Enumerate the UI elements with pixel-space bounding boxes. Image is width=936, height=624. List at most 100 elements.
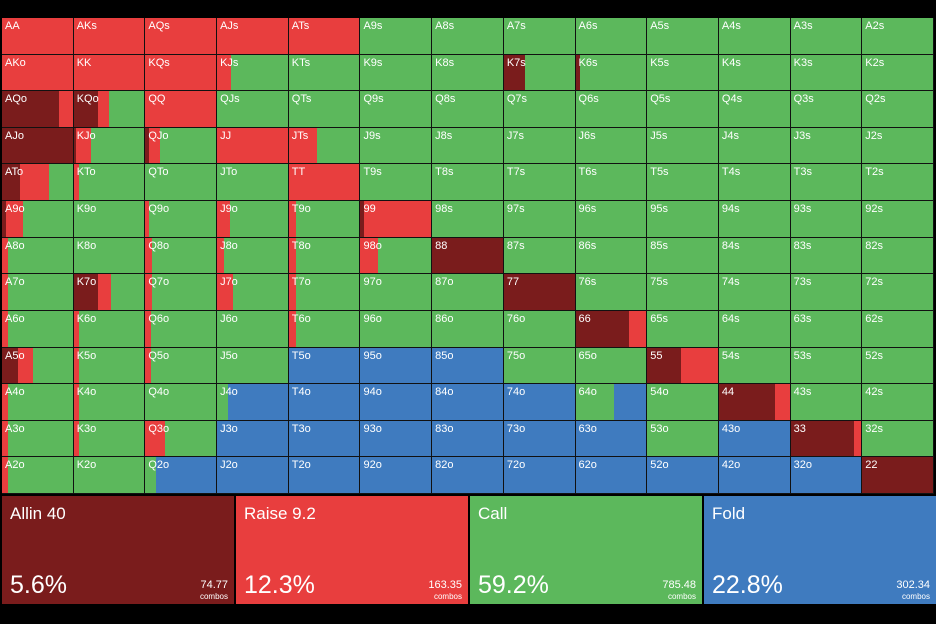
hand-cell-95o[interactable]: 95o (360, 347, 432, 384)
hand-cell-Q4s[interactable]: Q4s (718, 91, 790, 127)
hand-cell-K8o[interactable]: K8o (73, 237, 145, 274)
hand-cell-QJs[interactable]: QJs (217, 91, 288, 127)
hand-cell-73s[interactable]: 73s (790, 274, 862, 310)
hand-cell-22[interactable]: 22 (862, 457, 933, 493)
hand-cell-Q4o[interactable]: Q4o (145, 384, 217, 420)
hand-cell-QTo[interactable]: QTo (145, 164, 217, 201)
hand-cell-93s[interactable]: 93s (790, 201, 862, 237)
hand-cell-K3o[interactable]: K3o (73, 420, 145, 457)
hand-cell-94s[interactable]: 94s (718, 201, 790, 237)
hand-cell-52s[interactable]: 52s (862, 347, 933, 384)
hand-cell-A3s[interactable]: A3s (790, 18, 862, 54)
hand-cell-K2s[interactable]: K2s (862, 54, 933, 91)
hand-cell-J4s[interactable]: J4s (718, 127, 790, 164)
hand-cell-A6s[interactable]: A6s (575, 18, 647, 54)
hand-cell-53s[interactable]: 53s (790, 347, 862, 384)
hand-cell-42o[interactable]: 42o (718, 457, 790, 493)
hand-cell-JJ[interactable]: JJ (217, 127, 288, 164)
hand-cell-T4s[interactable]: T4s (718, 164, 790, 201)
hand-cell-88[interactable]: 88 (432, 237, 503, 274)
hand-cell-AA[interactable]: AA (2, 18, 73, 54)
hand-cell-AQo[interactable]: AQo (2, 91, 73, 127)
hand-cell-44[interactable]: 44 (718, 384, 790, 420)
hand-cell-62s[interactable]: 62s (862, 310, 933, 347)
hand-cell-92o[interactable]: 92o (360, 457, 432, 493)
hand-cell-82s[interactable]: 82s (862, 237, 933, 274)
hand-cell-98o[interactable]: 98o (360, 237, 432, 274)
hand-cell-K4s[interactable]: K4s (718, 54, 790, 91)
hand-cell-TT[interactable]: TT (288, 164, 360, 201)
hand-cell-J6o[interactable]: J6o (217, 310, 288, 347)
hand-cell-63o[interactable]: 63o (575, 420, 647, 457)
hand-cell-97s[interactable]: 97s (503, 201, 575, 237)
hand-cell-QJo[interactable]: QJo (145, 127, 217, 164)
hand-cell-AKs[interactable]: AKs (73, 18, 145, 54)
hand-cell-J7o[interactable]: J7o (217, 274, 288, 310)
hand-cell-JTo[interactable]: JTo (217, 164, 288, 201)
hand-cell-Q2o[interactable]: Q2o (145, 457, 217, 493)
hand-cell-Q3s[interactable]: Q3s (790, 91, 862, 127)
hand-cell-72s[interactable]: 72s (862, 274, 933, 310)
hand-cell-A2s[interactable]: A2s (862, 18, 933, 54)
hand-cell-42s[interactable]: 42s (862, 384, 933, 420)
hand-cell-99[interactable]: 99 (360, 201, 432, 237)
summary-panel-call[interactable]: Call 59.2% 785.48 combos (470, 496, 702, 604)
hand-cell-A7s[interactable]: A7s (503, 18, 575, 54)
hand-cell-AJs[interactable]: AJs (217, 18, 288, 54)
hand-cell-J3o[interactable]: J3o (217, 420, 288, 457)
hand-cell-K3s[interactable]: K3s (790, 54, 862, 91)
hand-cell-Q3o[interactable]: Q3o (145, 420, 217, 457)
hand-cell-33[interactable]: 33 (790, 420, 862, 457)
hand-cell-K2o[interactable]: K2o (73, 457, 145, 493)
hand-cell-KTo[interactable]: KTo (73, 164, 145, 201)
hand-cell-K7o[interactable]: K7o (73, 274, 145, 310)
hand-cell-A4s[interactable]: A4s (718, 18, 790, 54)
hand-cell-83s[interactable]: 83s (790, 237, 862, 274)
hand-cell-K9s[interactable]: K9s (360, 54, 432, 91)
hand-cell-QQ[interactable]: QQ (145, 91, 217, 127)
hand-cell-A8s[interactable]: A8s (432, 18, 503, 54)
hand-cell-Q7s[interactable]: Q7s (503, 91, 575, 127)
hand-cell-85s[interactable]: 85s (647, 237, 718, 274)
hand-cell-82o[interactable]: 82o (432, 457, 503, 493)
hand-cell-83o[interactable]: 83o (432, 420, 503, 457)
hand-cell-J3s[interactable]: J3s (790, 127, 862, 164)
hand-cell-J8o[interactable]: J8o (217, 237, 288, 274)
hand-cell-75o[interactable]: 75o (503, 347, 575, 384)
hand-cell-A2o[interactable]: A2o (2, 457, 73, 493)
hand-cell-JTs[interactable]: JTs (288, 127, 360, 164)
hand-cell-74s[interactable]: 74s (718, 274, 790, 310)
hand-cell-K5s[interactable]: K5s (647, 54, 718, 91)
hand-cell-Q9o[interactable]: Q9o (145, 201, 217, 237)
hand-cell-A8o[interactable]: A8o (2, 237, 73, 274)
hand-cell-K6o[interactable]: K6o (73, 310, 145, 347)
hand-cell-J7s[interactable]: J7s (503, 127, 575, 164)
hand-cell-ATo[interactable]: ATo (2, 164, 73, 201)
hand-cell-T5o[interactable]: T5o (288, 347, 360, 384)
hand-cell-43o[interactable]: 43o (718, 420, 790, 457)
hand-cell-Q8o[interactable]: Q8o (145, 237, 217, 274)
hand-cell-77[interactable]: 77 (503, 274, 575, 310)
hand-cell-T8o[interactable]: T8o (288, 237, 360, 274)
hand-cell-Q6s[interactable]: Q6s (575, 91, 647, 127)
hand-cell-96o[interactable]: 96o (360, 310, 432, 347)
hand-cell-76s[interactable]: 76s (575, 274, 647, 310)
hand-cell-KJo[interactable]: KJo (73, 127, 145, 164)
hand-cell-43s[interactable]: 43s (790, 384, 862, 420)
hand-cell-62o[interactable]: 62o (575, 457, 647, 493)
hand-cell-K4o[interactable]: K4o (73, 384, 145, 420)
hand-cell-T9s[interactable]: T9s (360, 164, 432, 201)
hand-cell-J5o[interactable]: J5o (217, 347, 288, 384)
hand-cell-KQo[interactable]: KQo (73, 91, 145, 127)
hand-cell-84s[interactable]: 84s (718, 237, 790, 274)
hand-cell-Q5s[interactable]: Q5s (647, 91, 718, 127)
hand-cell-93o[interactable]: 93o (360, 420, 432, 457)
hand-cell-Q2s[interactable]: Q2s (862, 91, 933, 127)
hand-cell-AKo[interactable]: AKo (2, 54, 73, 91)
hand-cell-Q8s[interactable]: Q8s (432, 91, 503, 127)
summary-panel-raise[interactable]: Raise 9.2 12.3% 163.35 combos (236, 496, 468, 604)
hand-cell-J9o[interactable]: J9o (217, 201, 288, 237)
hand-cell-A5s[interactable]: A5s (647, 18, 718, 54)
hand-cell-KK[interactable]: KK (73, 54, 145, 91)
hand-cell-T3s[interactable]: T3s (790, 164, 862, 201)
